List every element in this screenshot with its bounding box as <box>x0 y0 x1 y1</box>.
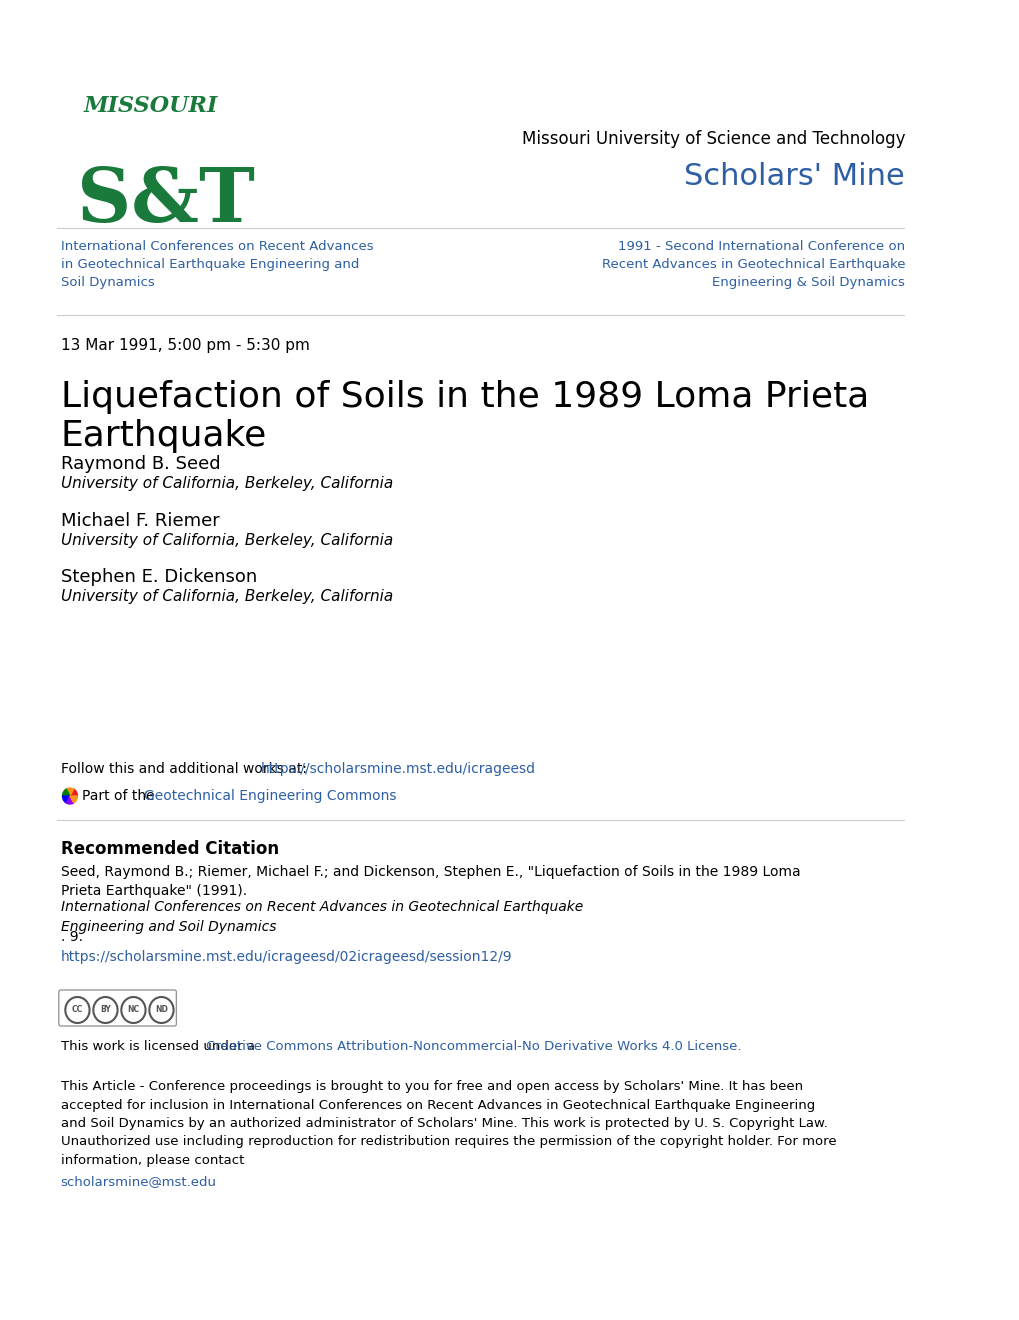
Wedge shape <box>66 788 73 796</box>
Text: NC: NC <box>127 1006 140 1015</box>
Text: International Conferences on Recent Advances in Geotechnical Earthquake
Engineer: International Conferences on Recent Adva… <box>60 900 582 933</box>
Wedge shape <box>62 789 70 796</box>
Text: Follow this and additional works at:: Follow this and additional works at: <box>60 762 311 776</box>
Text: S&T: S&T <box>76 165 254 238</box>
Text: 1991 - Second International Conference on
Recent Advances in Geotechnical Earthq: 1991 - Second International Conference o… <box>601 240 904 289</box>
Text: This Article - Conference proceedings is brought to you for free and open access: This Article - Conference proceedings is… <box>60 1080 836 1167</box>
Text: BY: BY <box>100 1006 111 1015</box>
Wedge shape <box>70 789 77 796</box>
Text: Michael F. Riemer: Michael F. Riemer <box>60 512 219 531</box>
Text: MISSOURI: MISSOURI <box>84 95 218 117</box>
Text: This work is licensed under a: This work is licensed under a <box>60 1040 259 1053</box>
Text: University of California, Berkeley, California: University of California, Berkeley, Cali… <box>60 477 392 491</box>
Text: ND: ND <box>155 1006 168 1015</box>
Wedge shape <box>62 796 70 803</box>
Text: Raymond B. Seed: Raymond B. Seed <box>60 455 220 473</box>
Text: Seed, Raymond B.; Riemer, Michael F.; and Dickenson, Stephen E., "Liquefaction o: Seed, Raymond B.; Riemer, Michael F.; an… <box>60 865 800 899</box>
Wedge shape <box>66 796 73 804</box>
Text: Missouri University of Science and Technology: Missouri University of Science and Techn… <box>521 129 904 148</box>
Text: University of California, Berkeley, California: University of California, Berkeley, Cali… <box>60 533 392 548</box>
FancyBboxPatch shape <box>59 990 176 1026</box>
Text: Recommended Citation: Recommended Citation <box>60 840 278 858</box>
Text: Stephen E. Dickenson: Stephen E. Dickenson <box>60 568 257 586</box>
Circle shape <box>62 788 77 804</box>
Text: https://scholarsmine.mst.edu/icrageesd/02icrageesd/session12/9: https://scholarsmine.mst.edu/icrageesd/0… <box>60 950 512 964</box>
Text: scholarsmine@mst.edu: scholarsmine@mst.edu <box>60 1175 216 1188</box>
Text: Scholars' Mine: Scholars' Mine <box>684 162 904 191</box>
Text: Part of the: Part of the <box>83 789 159 803</box>
Text: CC: CC <box>71 1006 83 1015</box>
Text: International Conferences on Recent Advances
in Geotechnical Earthquake Engineer: International Conferences on Recent Adva… <box>60 240 373 289</box>
Text: Creative Commons Attribution-Noncommercial-No Derivative Works 4.0 License.: Creative Commons Attribution-Noncommerci… <box>206 1040 741 1053</box>
Text: . 9.: . 9. <box>60 931 83 944</box>
Text: .: . <box>158 1175 162 1188</box>
Wedge shape <box>70 796 77 803</box>
Text: University of California, Berkeley, California: University of California, Berkeley, Cali… <box>60 589 392 605</box>
Text: Geotechnical Engineering Commons: Geotechnical Engineering Commons <box>144 789 395 803</box>
Text: Liquefaction of Soils in the 1989 Loma Prieta Earthquake: Liquefaction of Soils in the 1989 Loma P… <box>60 380 868 453</box>
Text: 13 Mar 1991, 5:00 pm - 5:30 pm: 13 Mar 1991, 5:00 pm - 5:30 pm <box>60 338 309 352</box>
Text: https://scholarsmine.mst.edu/icrageesd: https://scholarsmine.mst.edu/icrageesd <box>261 762 535 776</box>
